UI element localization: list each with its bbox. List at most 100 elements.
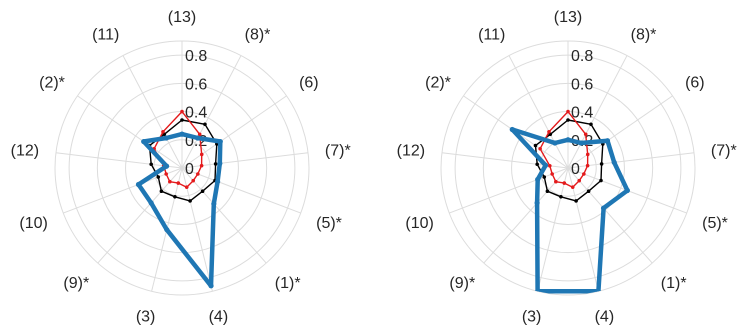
category-label: (1)*: [275, 275, 301, 292]
series-point: [582, 172, 586, 176]
series-point: [188, 199, 192, 203]
series-point: [184, 185, 189, 189]
category-label: (3): [136, 309, 156, 326]
category-label: (3): [522, 309, 542, 326]
grid-spoke: [449, 167, 569, 214]
series-0: [533, 118, 605, 203]
category-label: (4): [595, 309, 615, 326]
series-point: [538, 146, 542, 151]
series-point: [552, 140, 558, 146]
series-point: [509, 126, 515, 133]
grid-spoke: [483, 167, 569, 264]
series-point: [545, 189, 550, 194]
series-point: [604, 138, 611, 144]
grid-spoke: [181, 95, 287, 169]
series-point: [535, 176, 541, 183]
series-point: [566, 109, 570, 114]
grid-spoke: [97, 167, 183, 264]
grid-spoke: [122, 55, 183, 169]
series-point: [565, 137, 571, 143]
category-label: (2)*: [425, 75, 451, 92]
series-point: [554, 179, 558, 184]
category-label: (1)*: [661, 275, 687, 292]
series-point: [149, 162, 153, 167]
series-point: [164, 227, 170, 233]
series-point: [542, 175, 547, 179]
radial-tick-label: 0.6: [185, 76, 207, 93]
category-label: (12): [11, 143, 39, 160]
grid-spoke: [77, 95, 183, 169]
category-label: (4): [209, 309, 229, 326]
grid-spoke: [567, 167, 653, 264]
series-point: [173, 194, 177, 199]
series-point: [163, 163, 170, 169]
series-point: [199, 163, 204, 168]
series-point: [215, 178, 221, 185]
series-point: [624, 187, 630, 194]
series-point: [550, 172, 554, 176]
series-point: [213, 162, 218, 166]
grid-spoke: [508, 55, 569, 169]
series-1: [538, 109, 590, 189]
series-line: [136, 131, 223, 289]
series-point: [574, 199, 578, 203]
series-point: [547, 163, 552, 168]
series-point: [600, 205, 607, 211]
radial-tick-label: 0.4: [185, 105, 207, 122]
series-point: [217, 138, 223, 145]
radial-tick-label: 0.4: [571, 105, 593, 122]
series-point: [196, 172, 200, 176]
series-point: [203, 122, 207, 127]
category-label: (8)*: [631, 26, 657, 43]
grid-spoke: [567, 95, 673, 169]
series-line: [534, 119, 604, 202]
category-label: (7)*: [325, 143, 351, 160]
series-point: [583, 132, 588, 137]
series-point: [599, 162, 604, 166]
series-point: [164, 172, 168, 176]
series-point: [533, 143, 538, 148]
series-point: [570, 185, 575, 189]
category-label: (5)*: [702, 215, 728, 232]
radar-chart-left: 00.20.40.60.8(13)(8)*(6)(7)*(5)*(1)*(4)(…: [11, 9, 351, 326]
series-point: [211, 201, 217, 207]
grid-spoke: [567, 55, 628, 169]
category-label: (8)*: [245, 26, 271, 43]
series-point: [547, 129, 551, 134]
series-point: [159, 189, 164, 194]
series-point: [542, 162, 549, 168]
grid-spoke: [55, 152, 183, 169]
grid-spoke: [181, 55, 242, 169]
series-point: [161, 129, 165, 134]
category-label: (7)*: [711, 143, 737, 160]
series-point: [585, 163, 590, 168]
series-point: [585, 152, 590, 157]
series-point: [135, 181, 142, 188]
series-point: [191, 178, 196, 183]
series-line: [510, 127, 630, 294]
series-point: [586, 189, 591, 194]
category-label: (11): [478, 26, 505, 43]
category-label: (2)*: [39, 75, 65, 92]
series-point: [534, 200, 540, 206]
series-point: [199, 152, 204, 157]
series-point: [217, 160, 223, 167]
grid-spoke: [181, 167, 301, 214]
series-point: [156, 175, 161, 179]
category-label: (10): [19, 215, 47, 232]
series-point: [163, 135, 169, 141]
series-point: [208, 283, 214, 289]
series-point: [589, 122, 593, 127]
series-point: [578, 140, 584, 146]
series-point: [200, 189, 205, 194]
series-point: [599, 178, 603, 183]
category-label: (5)*: [316, 215, 342, 232]
category-label: (13): [554, 9, 582, 26]
series-point: [195, 135, 201, 141]
category-label: (11): [92, 26, 119, 43]
series-point: [148, 200, 154, 206]
series-point: [176, 181, 181, 185]
series-point: [197, 132, 202, 137]
series-point: [180, 118, 184, 122]
radial-tick-label: 0: [185, 161, 194, 178]
